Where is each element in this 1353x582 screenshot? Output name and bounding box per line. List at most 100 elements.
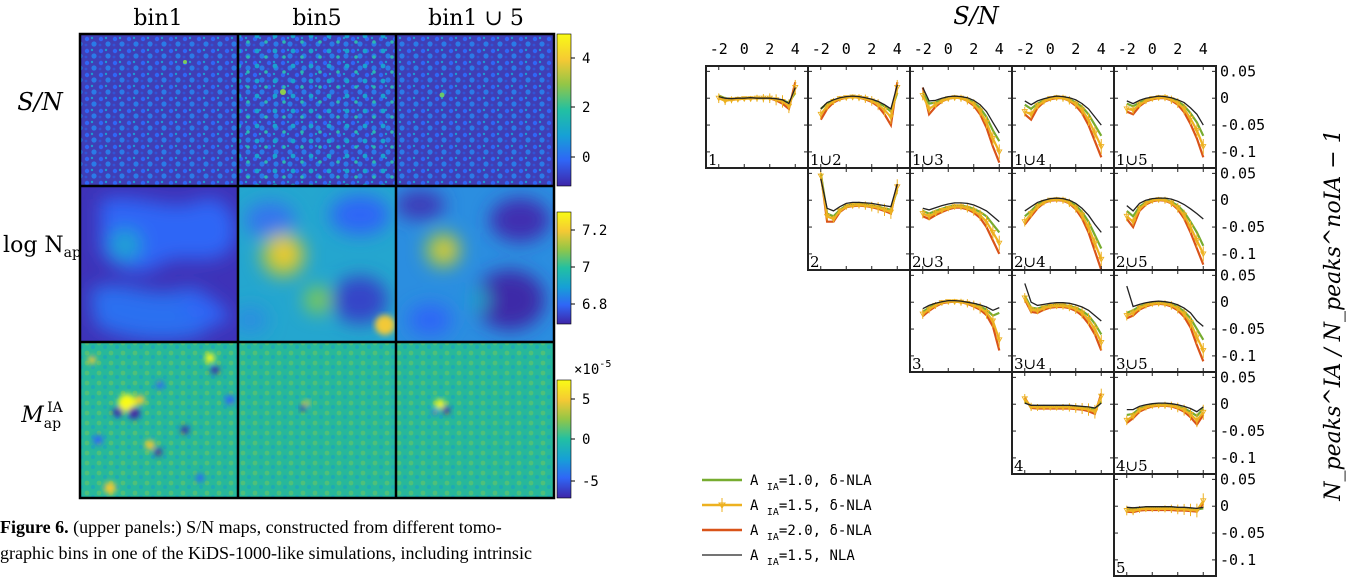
panel-series bbox=[715, 79, 799, 114]
series-marker bbox=[881, 107, 888, 114]
series-line bbox=[922, 300, 1001, 351]
series-marker bbox=[944, 205, 952, 212]
series-marker bbox=[995, 337, 1003, 344]
y-tick-label: -0.1 bbox=[1220, 143, 1256, 161]
panel-label: 2∪5 bbox=[1116, 253, 1148, 271]
series-marker bbox=[1123, 106, 1131, 113]
row-label-lognap: log Nap bbox=[3, 233, 81, 261]
x-tick-label: 2 bbox=[1071, 40, 1080, 58]
series-marker bbox=[874, 102, 882, 109]
x-axis-title: S/N bbox=[953, 2, 1000, 30]
panel-frame bbox=[1011, 371, 1115, 475]
series-marker bbox=[836, 208, 844, 215]
series-marker bbox=[1085, 224, 1092, 231]
series-line bbox=[921, 95, 1001, 153]
series-marker bbox=[881, 207, 888, 214]
series-marker bbox=[1085, 316, 1092, 323]
series-marker bbox=[1085, 117, 1092, 124]
panel-label: 2∪3 bbox=[912, 253, 944, 271]
panel-series bbox=[1021, 388, 1105, 419]
panel-frame bbox=[909, 269, 1013, 373]
snr-map-bin1 bbox=[80, 34, 238, 186]
y-tick-label: 0 bbox=[1220, 497, 1229, 515]
series-marker bbox=[1066, 304, 1073, 311]
series-marker bbox=[1027, 111, 1035, 118]
snr-hotspot bbox=[439, 92, 445, 98]
series-line bbox=[1024, 402, 1102, 409]
series-marker bbox=[970, 101, 978, 108]
colorbar-lognap: 7.2 7 6.8 bbox=[556, 211, 607, 325]
right-tick-labels: 0.05 0 -0.05 -0.1 0.05 0 -0.05 -0.1 0.05 0 -0.05 -0… bbox=[1220, 62, 1265, 569]
series-marker bbox=[964, 300, 971, 307]
mia-map-bin1 bbox=[80, 342, 238, 498]
colorbar-tick: 6.8 bbox=[582, 297, 607, 313]
legend-label: A IA=1.5, NLA bbox=[750, 548, 855, 568]
colorbar-tick: 4 bbox=[582, 51, 590, 67]
series-marker bbox=[983, 219, 990, 226]
series-marker bbox=[849, 203, 856, 210]
series-line bbox=[922, 202, 1000, 223]
panel-frame bbox=[705, 65, 809, 169]
series-marker bbox=[1097, 393, 1105, 400]
series-marker bbox=[1199, 409, 1207, 416]
y-tick-label: -0.05 bbox=[1220, 422, 1265, 440]
snr-map-bin5-texture bbox=[238, 34, 396, 186]
series-marker bbox=[1021, 109, 1029, 116]
x-tick-label: 0 bbox=[1046, 40, 1055, 58]
y-tick-label: -0.1 bbox=[1220, 245, 1256, 263]
series-marker bbox=[925, 213, 933, 220]
x-tick-label: -2 bbox=[914, 40, 932, 58]
y-tick-label: 0.05 bbox=[1220, 470, 1256, 488]
series-marker bbox=[817, 173, 825, 180]
right-figure: S/N -2 0 2 4 -2 0 2 4 -2 0 2 4 -2 0 2 4 -2 0 2 4 1 1∪2 1∪3 1∪4… bbox=[702, 2, 1346, 577]
series-marker bbox=[830, 216, 837, 223]
series-marker bbox=[1123, 508, 1131, 514]
snr-map-bin1u5 bbox=[396, 34, 554, 186]
series-marker bbox=[1078, 107, 1086, 114]
series-marker bbox=[1040, 98, 1048, 105]
x-tick-label: 0 bbox=[1148, 40, 1157, 58]
map-grid bbox=[78, 32, 556, 500]
colorbar-tick: -5 bbox=[582, 474, 599, 490]
series-marker bbox=[791, 85, 799, 91]
series-marker bbox=[1078, 212, 1086, 219]
series-marker bbox=[1021, 295, 1029, 302]
series-marker bbox=[1123, 313, 1131, 320]
series-marker bbox=[1027, 211, 1035, 218]
series-marker bbox=[1078, 310, 1086, 317]
series-marker bbox=[734, 96, 742, 103]
y-tick-label: 0 bbox=[1220, 293, 1229, 311]
series-marker bbox=[932, 102, 939, 109]
panel: 1∪2 bbox=[807, 65, 911, 169]
series-marker bbox=[1142, 302, 1150, 309]
series-marker bbox=[1174, 100, 1182, 107]
x-tick-label: -2 bbox=[812, 40, 830, 58]
panel-series bbox=[1021, 94, 1105, 158]
series-marker bbox=[1129, 219, 1137, 226]
series-marker bbox=[1034, 204, 1041, 211]
colorbar-exponent: ×10-5 bbox=[574, 359, 611, 378]
colorbar-tick: 5 bbox=[582, 392, 590, 408]
caption-text: (upper panels:) S/N maps, constructed fr… bbox=[73, 517, 502, 537]
series-marker bbox=[1136, 206, 1143, 213]
panel-label: 2 bbox=[810, 253, 820, 271]
panel: 3∪4 bbox=[1011, 269, 1115, 373]
y-tick-label: -0.05 bbox=[1220, 218, 1265, 236]
series-line bbox=[1126, 285, 1204, 327]
legend-label: A IA=1.0, δ-NLA bbox=[750, 473, 872, 493]
series-line bbox=[820, 178, 898, 212]
legend: A IA=1.0, δ-NLA A IA=1.5, δ-NLA A IA=2.0, … bbox=[702, 473, 872, 568]
series-marker bbox=[1129, 413, 1137, 420]
x-tick-label: 2 bbox=[765, 40, 774, 58]
panel-series bbox=[919, 202, 1003, 255]
series-marker bbox=[1091, 409, 1099, 416]
panel-series bbox=[1021, 283, 1105, 351]
series-marker bbox=[747, 96, 754, 103]
panel: 3∪5 bbox=[1113, 269, 1217, 373]
series-marker bbox=[1168, 302, 1175, 309]
series-marker bbox=[1180, 106, 1188, 113]
series-marker bbox=[976, 305, 984, 312]
panel: 4∪5 bbox=[1113, 371, 1217, 475]
nap-map-bin1 bbox=[80, 186, 238, 342]
